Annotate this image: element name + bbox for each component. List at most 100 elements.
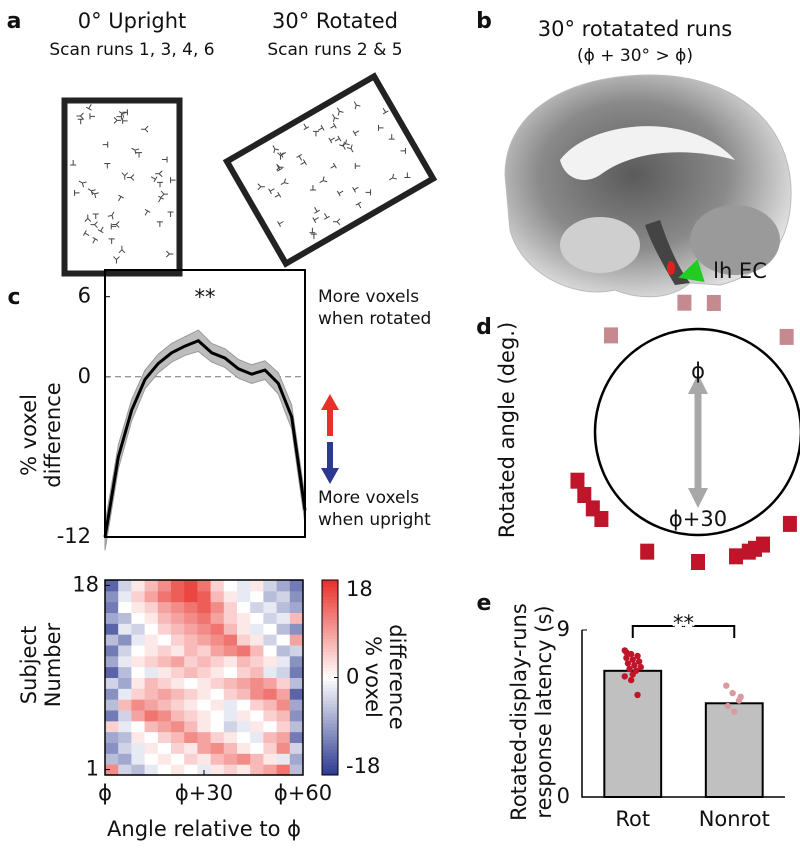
subject-point xyxy=(635,658,643,665)
heat-cell xyxy=(197,580,212,592)
x-tick-label: ϕ+30 xyxy=(175,781,233,805)
heat-cell xyxy=(197,753,212,765)
heat-cell xyxy=(289,645,304,657)
stimulus-glyph xyxy=(309,227,316,234)
heat-cell xyxy=(210,580,225,592)
heat-cell xyxy=(197,634,212,646)
heat-cell xyxy=(184,764,198,776)
heat-cell xyxy=(184,699,198,711)
reference-circle xyxy=(593,327,800,537)
heat-cell xyxy=(276,612,291,624)
heat-cell xyxy=(250,634,264,646)
heat-cell xyxy=(144,623,159,635)
heat-cell xyxy=(171,645,185,657)
heat-cell xyxy=(131,634,146,646)
heat-cell xyxy=(105,720,119,733)
colorbar-step xyxy=(322,635,338,639)
heat-cell xyxy=(210,666,225,678)
heat-cell xyxy=(223,655,238,668)
heat-cell xyxy=(223,612,238,624)
stimulus-glyph xyxy=(89,113,95,120)
subject-marker xyxy=(577,487,592,504)
stimulus-glyph xyxy=(108,238,115,244)
heat-cell xyxy=(118,731,132,743)
heat-cell xyxy=(210,601,225,613)
heat-cell xyxy=(223,688,238,700)
heat-cell xyxy=(210,590,225,603)
heat-cell xyxy=(184,655,198,668)
heat-cell xyxy=(157,580,172,592)
y-tick-label: 0 xyxy=(78,364,91,388)
axes xyxy=(581,630,785,798)
colorbar-step xyxy=(322,671,338,675)
heat-cell xyxy=(289,742,304,754)
heat-cell xyxy=(184,688,198,700)
heat-cell xyxy=(157,699,172,711)
heat-cell xyxy=(184,720,198,733)
stimulus-glyph xyxy=(78,180,87,188)
angle-label: ϕ xyxy=(691,359,705,383)
stimulus-glyph xyxy=(339,141,346,150)
heat-cell xyxy=(237,601,251,613)
stimulus-glyph xyxy=(274,191,282,198)
heat-cell xyxy=(210,742,225,754)
heat-cell xyxy=(237,720,251,733)
heat-cell xyxy=(144,742,159,754)
heat-cell xyxy=(250,612,264,624)
y-tick-label: -12 xyxy=(57,524,91,548)
stimulus-glyph xyxy=(333,218,341,226)
stimulus-glyph xyxy=(136,152,143,158)
condition-title: 0° Upright xyxy=(78,9,187,33)
stimulus-glyph xyxy=(155,170,163,178)
stimulus-glyph xyxy=(319,176,328,184)
subject-marker xyxy=(604,327,619,344)
colorbar-step xyxy=(322,719,338,724)
heat-cell xyxy=(263,764,278,776)
stimulus-glyph xyxy=(158,195,164,203)
subject-marker xyxy=(729,548,744,565)
heat-cell xyxy=(237,634,251,646)
heat-cell xyxy=(263,601,278,613)
heat-cell xyxy=(276,677,291,689)
heat-cell xyxy=(118,601,132,613)
heat-cell xyxy=(223,634,238,646)
stimulus-glyph xyxy=(76,112,84,120)
stimulus-glyph xyxy=(352,186,359,193)
heat-cell xyxy=(144,601,159,613)
colorbar-step xyxy=(322,752,338,756)
y-axis-label: Rotated angle (deg.) xyxy=(495,322,519,538)
colorbar-step xyxy=(322,713,338,717)
heat-cell xyxy=(263,710,278,722)
heat-cell xyxy=(157,655,172,668)
stimulus-glyph xyxy=(300,159,307,166)
colorbar-step xyxy=(322,641,338,646)
heat-cell xyxy=(250,655,264,668)
colorbar-step xyxy=(322,771,338,776)
heat-cell xyxy=(263,742,278,754)
colorbar-step xyxy=(322,667,338,672)
heat-cell xyxy=(105,634,119,646)
heat-cell xyxy=(131,623,146,635)
heat-cell xyxy=(289,623,304,635)
heat-cell xyxy=(223,764,238,776)
heat-cell xyxy=(118,677,132,689)
heat-cell xyxy=(171,580,185,592)
subject-point xyxy=(631,662,638,669)
colorbar-step xyxy=(322,706,338,711)
colorbar-step xyxy=(322,680,338,685)
stimulus-glyph xyxy=(332,114,339,122)
heat-cell xyxy=(105,590,119,603)
heat-cell xyxy=(250,666,264,678)
heat-cell xyxy=(210,688,225,700)
stimulus-glyph xyxy=(272,145,280,154)
subject-point xyxy=(624,660,632,667)
heat-cell xyxy=(144,590,159,603)
heat-cell xyxy=(171,601,185,613)
heat-cell xyxy=(263,612,278,624)
heat-cell xyxy=(223,601,238,613)
heat-cell xyxy=(105,601,119,613)
region-pointer xyxy=(678,259,705,283)
stimulus-glyph xyxy=(156,221,163,227)
condition-runs: Scan runs 2 & 5 xyxy=(267,40,402,60)
heat-cell xyxy=(144,753,159,765)
